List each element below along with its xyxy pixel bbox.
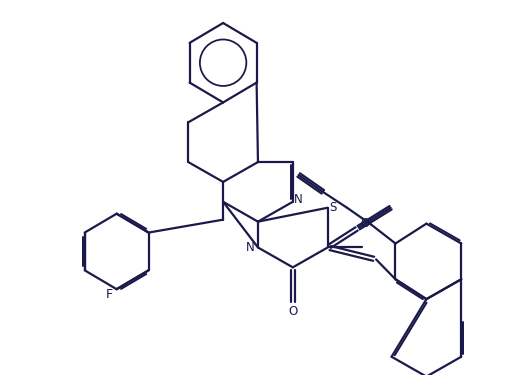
Text: S: S: [329, 201, 336, 214]
Text: F: F: [105, 288, 113, 301]
Text: O: O: [288, 305, 298, 318]
Text: N: N: [246, 241, 255, 254]
Text: O: O: [361, 217, 370, 230]
Text: N: N: [293, 193, 302, 206]
